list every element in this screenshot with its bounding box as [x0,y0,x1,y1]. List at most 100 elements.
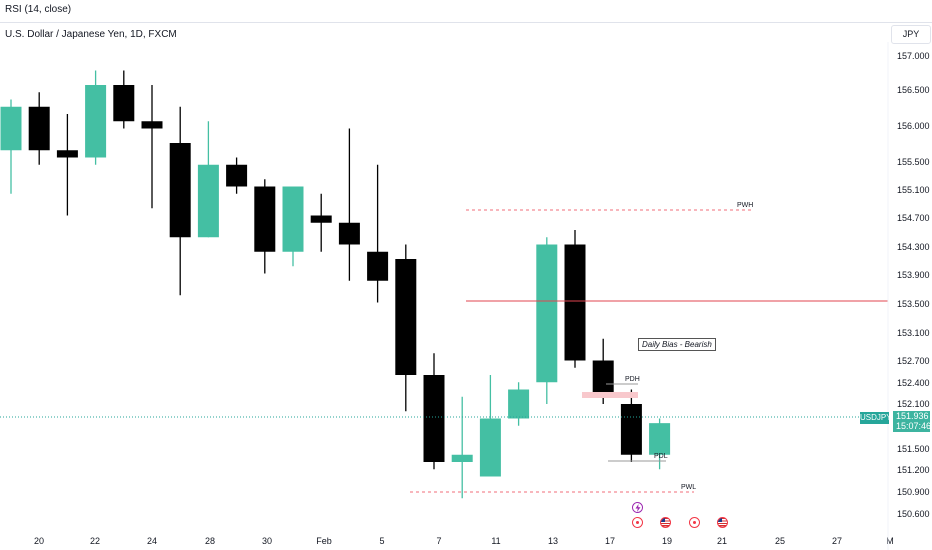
candle-body [423,375,445,462]
event-marker-icon[interactable] [689,517,700,528]
pdh-zone [582,392,638,398]
pane-separator[interactable] [0,22,932,23]
time-tick-label: 20 [34,536,44,546]
candle-body [113,85,135,122]
candle-body [282,186,304,252]
time-tick-label: 21 [717,536,727,546]
candle-body [56,150,78,158]
candle[interactable] [226,157,248,194]
candle[interactable] [451,396,473,499]
candle[interactable] [395,244,417,412]
candle[interactable] [649,418,671,470]
symbol-title[interactable]: U.S. Dollar / Japanese Yen, 1D, FXCM [5,29,177,40]
price-tick-label: 153.100 [897,328,930,338]
candle[interactable] [0,99,22,194]
candle[interactable] [536,237,558,404]
candle-body [395,259,417,375]
indicator-bar: RSI (14, close) [0,0,932,22]
time-tick-label: 24 [147,536,157,546]
time-tick-label: 30 [262,536,272,546]
event-marker-icon[interactable] [632,517,643,528]
candles-layer [0,70,671,499]
last-price-badge[interactable]: 151.936 15:07:46 [893,411,932,432]
currency-button[interactable]: JPY [891,25,931,44]
time-axis[interactable]: 20 22 24 28 30 Feb 5 7 11 13 17 19 21 25 27 M [34,536,894,546]
candle-body [226,164,248,187]
time-tick-label: 22 [90,536,100,546]
time-tick-label: 7 [436,536,441,546]
time-tick-label: 17 [605,536,615,546]
candle-body [28,106,50,151]
time-tick-label: 13 [548,536,558,546]
price-tick-label: 150.600 [897,509,930,519]
price-tick-label: 152.700 [897,356,930,366]
pwh-label: PWH [737,202,753,209]
price-tick-label: 153.900 [897,270,930,280]
candle[interactable] [564,230,586,368]
candle[interactable] [197,121,219,238]
candle-body [169,143,191,238]
price-tick-label: 151.200 [897,465,930,475]
candle-body [367,251,389,281]
candle-body [536,244,558,383]
price-tick-label: 150.900 [897,487,930,497]
candle[interactable] [367,164,389,303]
price-tick-label: 156.500 [897,85,930,95]
candle-body [141,121,163,129]
candle[interactable] [310,193,332,252]
candle-body [451,454,473,462]
price-axis[interactable]: 157.000 156.500 156.000 155.500 155.100 154.7… [897,51,930,519]
price-tick-label: 155.100 [897,185,930,195]
symbol-price-badge[interactable]: USDJPY [860,412,892,424]
lightning-event-icon[interactable] [632,502,643,513]
candle-body [508,389,530,419]
time-tick-label: M [886,536,894,546]
time-tick-label: 11 [491,536,500,546]
candle[interactable] [169,106,191,296]
time-tick-label: Feb [316,536,332,546]
price-tick-label: 154.700 [897,213,930,223]
candle-body [479,418,501,477]
candle[interactable] [479,375,501,477]
pdh-label: PDH [625,376,640,383]
candle[interactable] [508,382,530,426]
time-tick-label: 19 [662,536,672,546]
price-tick-label: 157.000 [897,51,930,61]
price-tick-label: 153.500 [897,299,930,309]
candle-body [338,222,360,245]
candle-body [592,360,614,397]
us-flag-event-icon[interactable] [717,517,728,528]
candle[interactable] [423,353,445,470]
time-tick-label: 5 [379,536,384,546]
candle[interactable] [282,186,304,267]
candle-body [197,164,219,238]
candle[interactable] [113,70,135,129]
daily-bias-note[interactable]: Daily Bias - Bearish [638,338,716,351]
candle-body [564,244,586,361]
us-flag-event-icon[interactable] [660,517,671,528]
price-tick-label: 156.000 [897,121,930,131]
candle-body [620,404,642,455]
price-tick-label: 151.500 [897,444,930,454]
bar-countdown: 15:07:46 [896,421,932,431]
candle[interactable] [141,85,163,209]
candle-body [310,215,332,223]
candle-body [85,85,107,158]
time-tick-label: 25 [775,536,785,546]
candle[interactable] [338,128,360,281]
candle[interactable] [254,179,276,274]
pdl-label: PDL [654,453,668,460]
rsi-indicator-label[interactable]: RSI (14, close) [5,4,72,15]
candle[interactable] [56,114,78,216]
price-tick-label: 155.500 [897,157,930,167]
price-tick-label: 152.100 [897,399,930,409]
candle[interactable] [28,92,50,165]
time-tick-label: 28 [205,536,215,546]
candle-body [649,423,671,455]
pwl-label: PWL [681,484,696,491]
candle[interactable] [85,70,107,165]
candle[interactable] [620,389,642,463]
price-tick-label: 154.300 [897,242,930,252]
last-price-value: 151.936 [896,411,929,421]
